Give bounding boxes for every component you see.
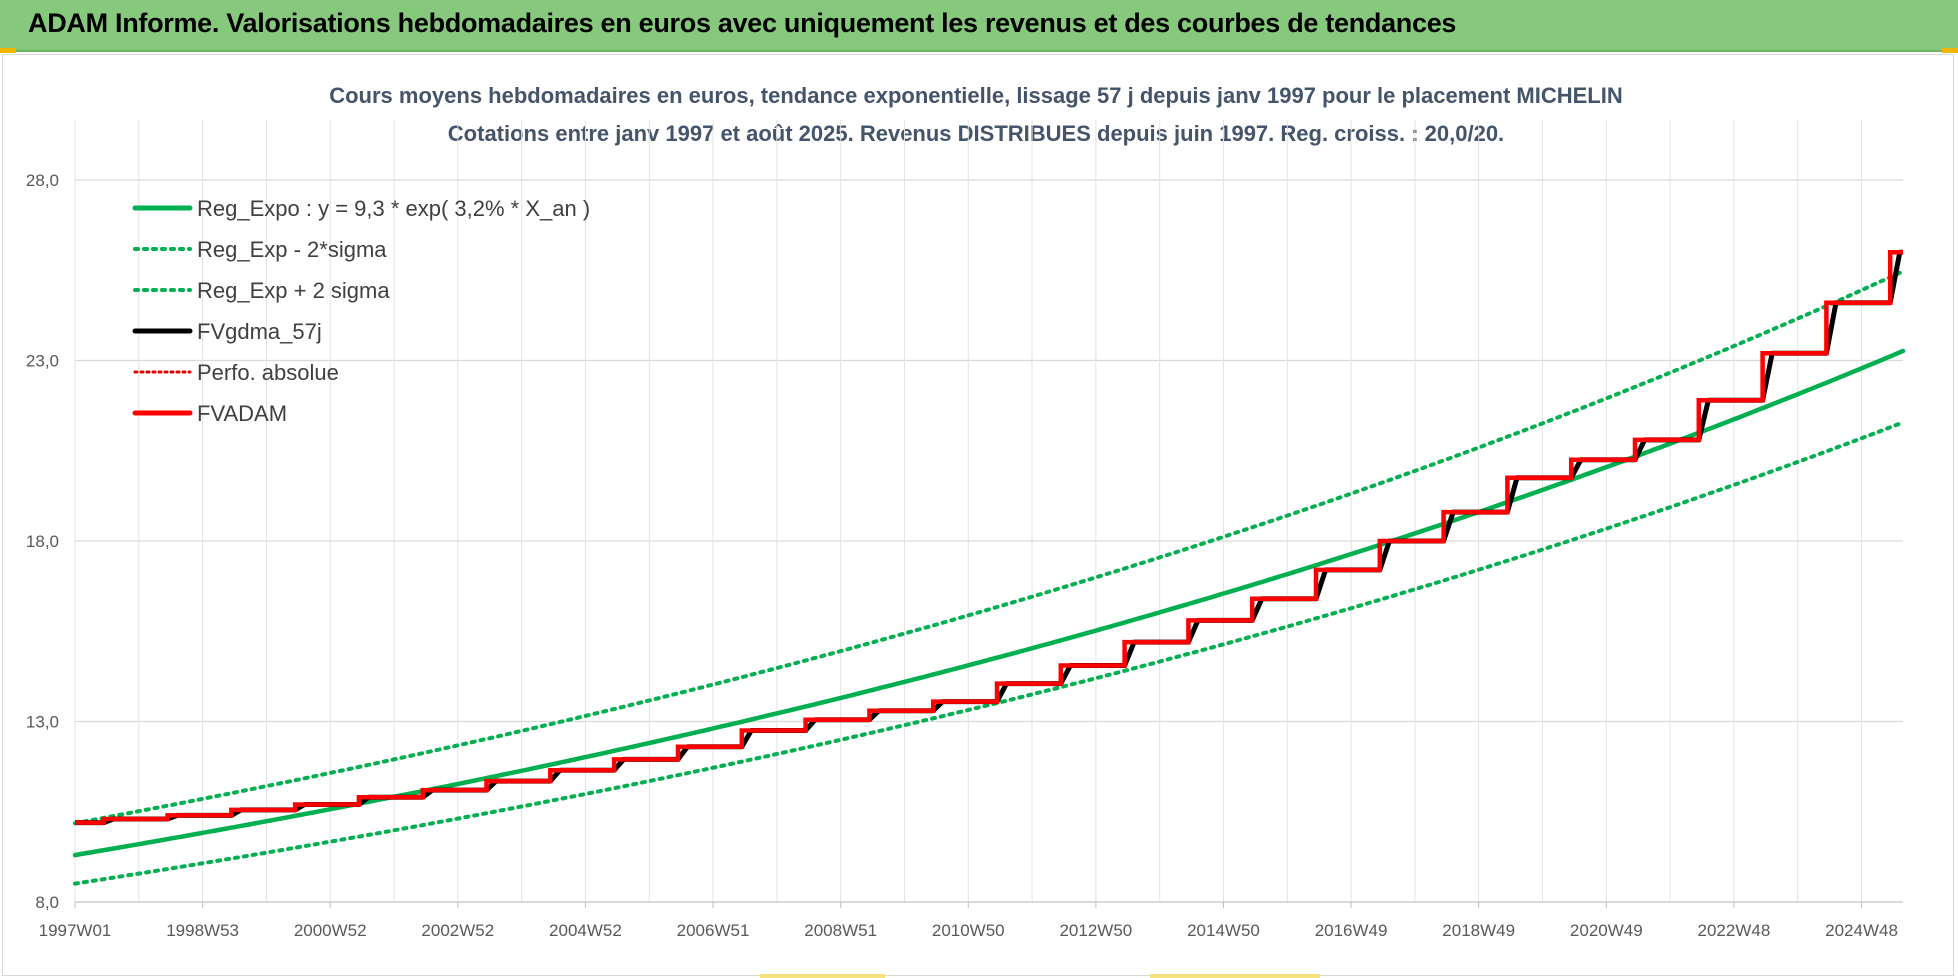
x-tick-label: 2012W50 (1059, 921, 1132, 940)
y-tick-label: 23,0 (26, 352, 59, 371)
header-banner: ADAM Informe. Valorisations hebdomadaire… (0, 0, 1958, 52)
legend-label: Reg_Exp - 2*sigma (197, 237, 387, 262)
x-tick-label: 2010W50 (932, 921, 1005, 940)
legend-label: FVADAM (197, 401, 287, 426)
x-tick-label: 1998W53 (166, 921, 239, 940)
x-tick-label: 2014W50 (1187, 921, 1260, 940)
legend-label: Reg_Expo : y = 9,3 * exp( 3,2% * X_an ) (197, 196, 590, 221)
header-title: ADAM Informe. Valorisations hebdomadaire… (28, 8, 1457, 38)
chart-frame (2, 54, 1954, 976)
series-line (75, 249, 1903, 826)
corner-marker-left (0, 48, 16, 53)
chart-subtitle: Cotations entre janv 1997 et août 2025. … (448, 121, 1504, 146)
x-tick-label: 2008W51 (804, 921, 877, 940)
chart-series (72, 249, 1906, 886)
bottom-strip-mark (760, 974, 885, 978)
x-tick-label: 2022W48 (1698, 921, 1771, 940)
series-line (75, 249, 1903, 825)
x-tick-label: 1997W01 (39, 921, 112, 940)
x-tick-label: 2020W49 (1570, 921, 1643, 940)
x-tick-label: 2002W52 (421, 921, 494, 940)
x-tick-label: 2006W51 (677, 921, 750, 940)
x-axis-ticks: 1997W01 1998W53 2000W52 2002W52 2004W52 2006W… (39, 901, 1903, 940)
x-tick-label: 2004W52 (549, 921, 622, 940)
y-tick-label: 28,0 (26, 171, 59, 190)
x-tick-label: 2024W48 (1825, 921, 1898, 940)
y-tick-label: 13,0 (26, 713, 59, 732)
legend-label: Perfo. absolue (197, 360, 339, 385)
y-axis-ticks: 8,0 13,0 18,0 23,0 28,0 (26, 171, 59, 912)
legend-label: FVgdma_57j (197, 319, 322, 344)
chart-legend: Reg_Expo : y = 9,3 * exp( 3,2% * X_an ) R… (132, 196, 590, 426)
chart-title: Cours moyens hebdomadaires en euros, ten… (329, 83, 1623, 108)
x-tick-label: 2000W52 (294, 921, 367, 940)
legend-label: Reg_Exp + 2 sigma (197, 278, 390, 303)
corner-marker-right (1942, 48, 1958, 53)
x-tick-label: 2016W49 (1315, 921, 1388, 940)
series-line (73, 420, 1905, 886)
x-tick-label: 2018W49 (1442, 921, 1515, 940)
series-line (73, 269, 1905, 826)
bottom-strip-mark (1150, 974, 1320, 978)
y-tick-label: 8,0 (35, 893, 59, 912)
y-tick-label: 18,0 (26, 532, 59, 551)
series-line (72, 348, 1906, 858)
